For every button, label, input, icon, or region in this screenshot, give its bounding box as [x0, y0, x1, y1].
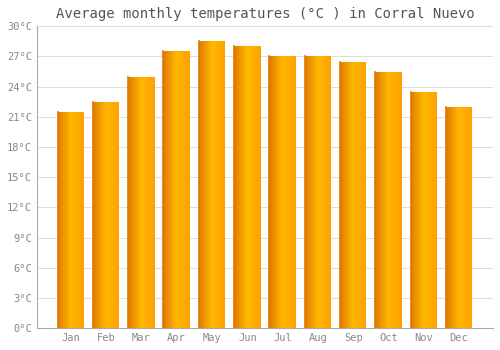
Title: Average monthly temperatures (°C ) in Corral Nuevo: Average monthly temperatures (°C ) in Co… [56, 7, 474, 21]
